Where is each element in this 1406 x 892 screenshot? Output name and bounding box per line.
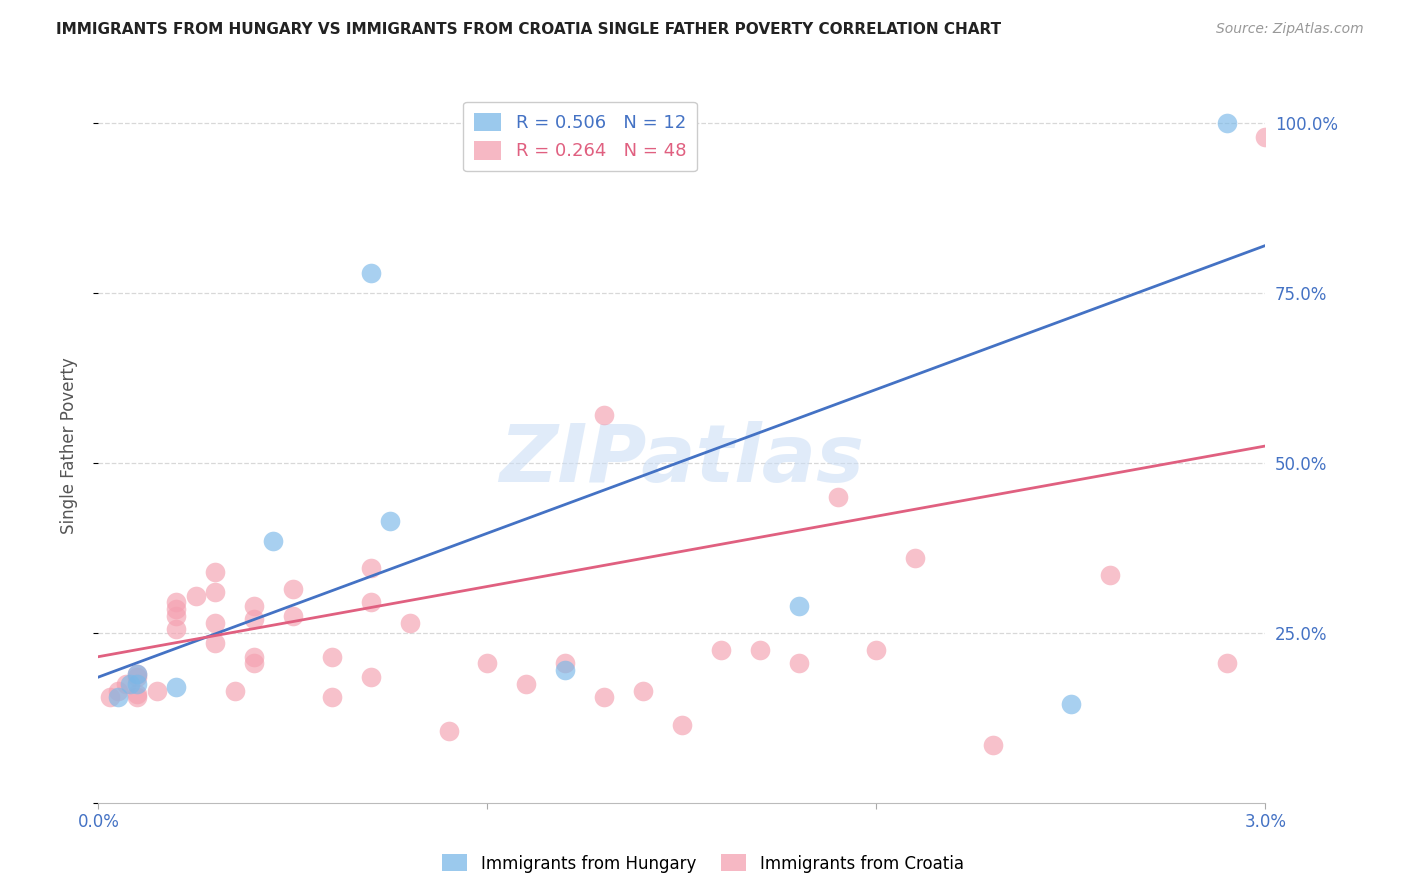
- Point: [281, 608, 304, 623]
- Point: [1215, 116, 1237, 130]
- Point: [127, 670, 149, 684]
- Point: [127, 677, 149, 691]
- Point: [360, 561, 382, 575]
- Point: [165, 602, 187, 616]
- Point: [477, 657, 499, 671]
- Point: [827, 490, 849, 504]
- Point: [360, 595, 382, 609]
- Point: [360, 670, 382, 684]
- Point: [865, 643, 887, 657]
- Point: [204, 636, 226, 650]
- Text: ZIPatlas: ZIPatlas: [499, 421, 865, 500]
- Point: [243, 657, 266, 671]
- Point: [184, 589, 207, 603]
- Point: [593, 409, 616, 423]
- Point: [243, 599, 266, 613]
- Point: [787, 657, 810, 671]
- Point: [165, 623, 187, 637]
- Point: [904, 551, 927, 566]
- Legend: Immigrants from Hungary, Immigrants from Croatia: Immigrants from Hungary, Immigrants from…: [436, 847, 970, 880]
- Point: [787, 599, 810, 613]
- Point: [146, 683, 169, 698]
- Point: [1098, 568, 1121, 582]
- Point: [593, 690, 616, 705]
- Point: [165, 595, 187, 609]
- Legend: R = 0.506   N = 12, R = 0.264   N = 48: R = 0.506 N = 12, R = 0.264 N = 48: [464, 102, 697, 171]
- Point: [165, 608, 187, 623]
- Point: [1215, 657, 1237, 671]
- Point: [360, 266, 382, 280]
- Point: [321, 649, 343, 664]
- Point: [118, 677, 141, 691]
- Point: [631, 683, 654, 698]
- Point: [127, 687, 149, 701]
- Point: [204, 565, 226, 579]
- Point: [515, 677, 537, 691]
- Point: [243, 649, 266, 664]
- Text: Source: ZipAtlas.com: Source: ZipAtlas.com: [1216, 22, 1364, 37]
- Point: [554, 657, 576, 671]
- Point: [710, 643, 733, 657]
- Point: [281, 582, 304, 596]
- Point: [554, 663, 576, 677]
- Text: IMMIGRANTS FROM HUNGARY VS IMMIGRANTS FROM CROATIA SINGLE FATHER POVERTY CORRELA: IMMIGRANTS FROM HUNGARY VS IMMIGRANTS FR…: [56, 22, 1001, 37]
- Point: [224, 683, 246, 698]
- Point: [243, 612, 266, 626]
- Point: [127, 666, 149, 681]
- Point: [204, 585, 226, 599]
- Point: [437, 724, 460, 739]
- Point: [114, 677, 136, 691]
- Point: [98, 690, 121, 705]
- Point: [748, 643, 770, 657]
- Point: [671, 717, 693, 731]
- Y-axis label: Single Father Poverty: Single Father Poverty: [59, 358, 77, 534]
- Point: [321, 690, 343, 705]
- Point: [107, 690, 129, 705]
- Point: [204, 615, 226, 630]
- Point: [981, 738, 1004, 752]
- Point: [107, 683, 129, 698]
- Point: [1254, 129, 1277, 144]
- Point: [165, 680, 187, 694]
- Point: [127, 690, 149, 705]
- Point: [398, 615, 420, 630]
- Point: [262, 534, 284, 549]
- Point: [127, 666, 149, 681]
- Point: [378, 514, 402, 528]
- Point: [1060, 698, 1083, 712]
